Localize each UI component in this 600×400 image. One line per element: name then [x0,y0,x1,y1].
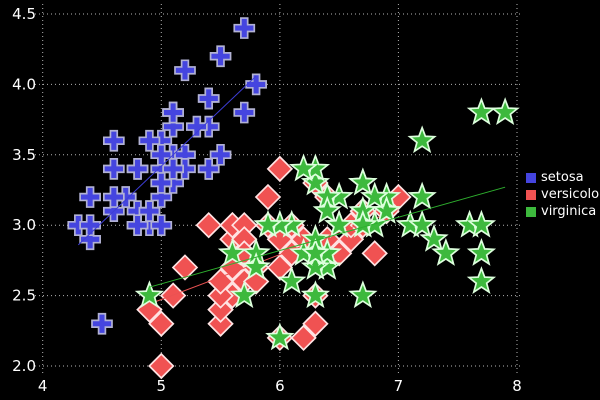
data-point-virginica [466,97,497,126]
data-point-virginica [360,181,390,210]
legend-swatch-versicolor [526,189,536,200]
data-point-virginica [348,209,378,238]
data-point-virginica [312,195,342,224]
data-point-versicolor [207,310,234,337]
data-point-virginica [241,252,271,280]
data-point-versicolor [207,282,234,309]
data-point-virginica [407,181,437,210]
legend-item-versicolor: versicolor [526,187,600,202]
data-point-virginica [300,252,331,280]
data-point-setosa [102,186,125,208]
data-point-setosa [138,200,161,222]
trend-line-virginica [149,186,506,288]
legend-swatch-setosa [526,172,536,183]
data-point-virginica [407,209,437,238]
trend-line-setosa [77,75,257,246]
legend-label-setosa: setosa [541,170,584,185]
data-point-setosa [79,186,101,208]
data-point-versicolor [195,211,222,239]
data-point-setosa [174,59,196,82]
data-point-setosa [102,158,125,180]
data-point-versicolor [207,296,234,323]
data-point-versicolor [254,183,282,211]
data-point-virginica [431,237,461,266]
data-point-virginica [134,280,165,309]
x-tick-label: 6 [275,377,285,395]
data-point-virginica [348,280,378,309]
x-tick-label: 4 [38,377,48,395]
y-tick-label: 2.0 [12,357,36,375]
data-point-setosa [126,214,149,237]
data-point-versicolor [159,282,187,309]
data-point-setosa [233,101,256,124]
legend-label-versicolor: versicolor [541,187,600,202]
data-point-setosa [138,129,161,152]
x-tick-label: 7 [394,377,404,395]
data-point-setosa [245,73,267,96]
data-point-setosa [197,158,220,180]
x-tick-label: 8 [512,377,522,395]
data-point-virginica [466,266,497,294]
data-point-virginica [253,209,283,238]
data-point-virginica [288,153,319,182]
data-point-versicolor [207,268,234,295]
y-tick-label: 3.0 [12,216,36,234]
legend-label-virginica: virginica [541,204,597,219]
legend-item-virginica: virginica [526,204,600,219]
data-point-virginica [265,322,295,351]
data-point-setosa [209,143,232,166]
data-point-setosa [150,172,173,194]
data-point-setosa [197,87,220,110]
y-tick-label: 4.5 [12,5,36,23]
data-point-versicolor [148,310,175,337]
data-point-setosa [150,214,173,237]
data-point-virginica [300,237,331,266]
data-point-virginica [466,237,497,266]
data-point-virginica [229,280,259,309]
data-point-setosa [209,45,232,68]
y-tick-label: 4.0 [12,75,36,93]
data-point-versicolor [302,310,329,337]
data-point-virginica [324,209,354,238]
x-tick-label: 5 [157,377,167,395]
data-point-versicolor [148,352,175,380]
data-point-virginica [371,195,402,224]
data-point-virginica [466,209,497,238]
legend: setosa versicolor virginica [526,170,600,219]
legend-swatch-virginica [526,206,536,217]
data-point-setosa [162,101,184,124]
y-tick-label: 2.5 [12,287,36,305]
data-point-versicolor [171,254,199,281]
data-point-setosa [186,115,208,138]
legend-item-setosa: setosa [526,170,600,185]
data-point-versicolor [290,324,317,352]
data-point-virginica [407,125,437,154]
data-point-setosa [126,158,149,180]
data-point-virginica [277,266,307,294]
data-point-virginica [348,167,378,196]
data-point-virginica [300,167,331,196]
data-point-virginica [490,97,520,126]
data-point-setosa [79,214,101,237]
data-point-virginica [419,223,449,252]
data-point-versicolor [266,155,294,183]
data-point-setosa [102,129,125,152]
data-point-virginica [217,237,248,266]
data-point-versicolor [361,240,388,267]
data-point-setosa [150,143,173,166]
data-point-virginica [300,280,331,309]
data-point-setosa [91,312,113,335]
y-tick-label: 3.5 [12,146,36,164]
data-point-versicolor [266,254,294,281]
data-point-setosa [233,17,256,39]
